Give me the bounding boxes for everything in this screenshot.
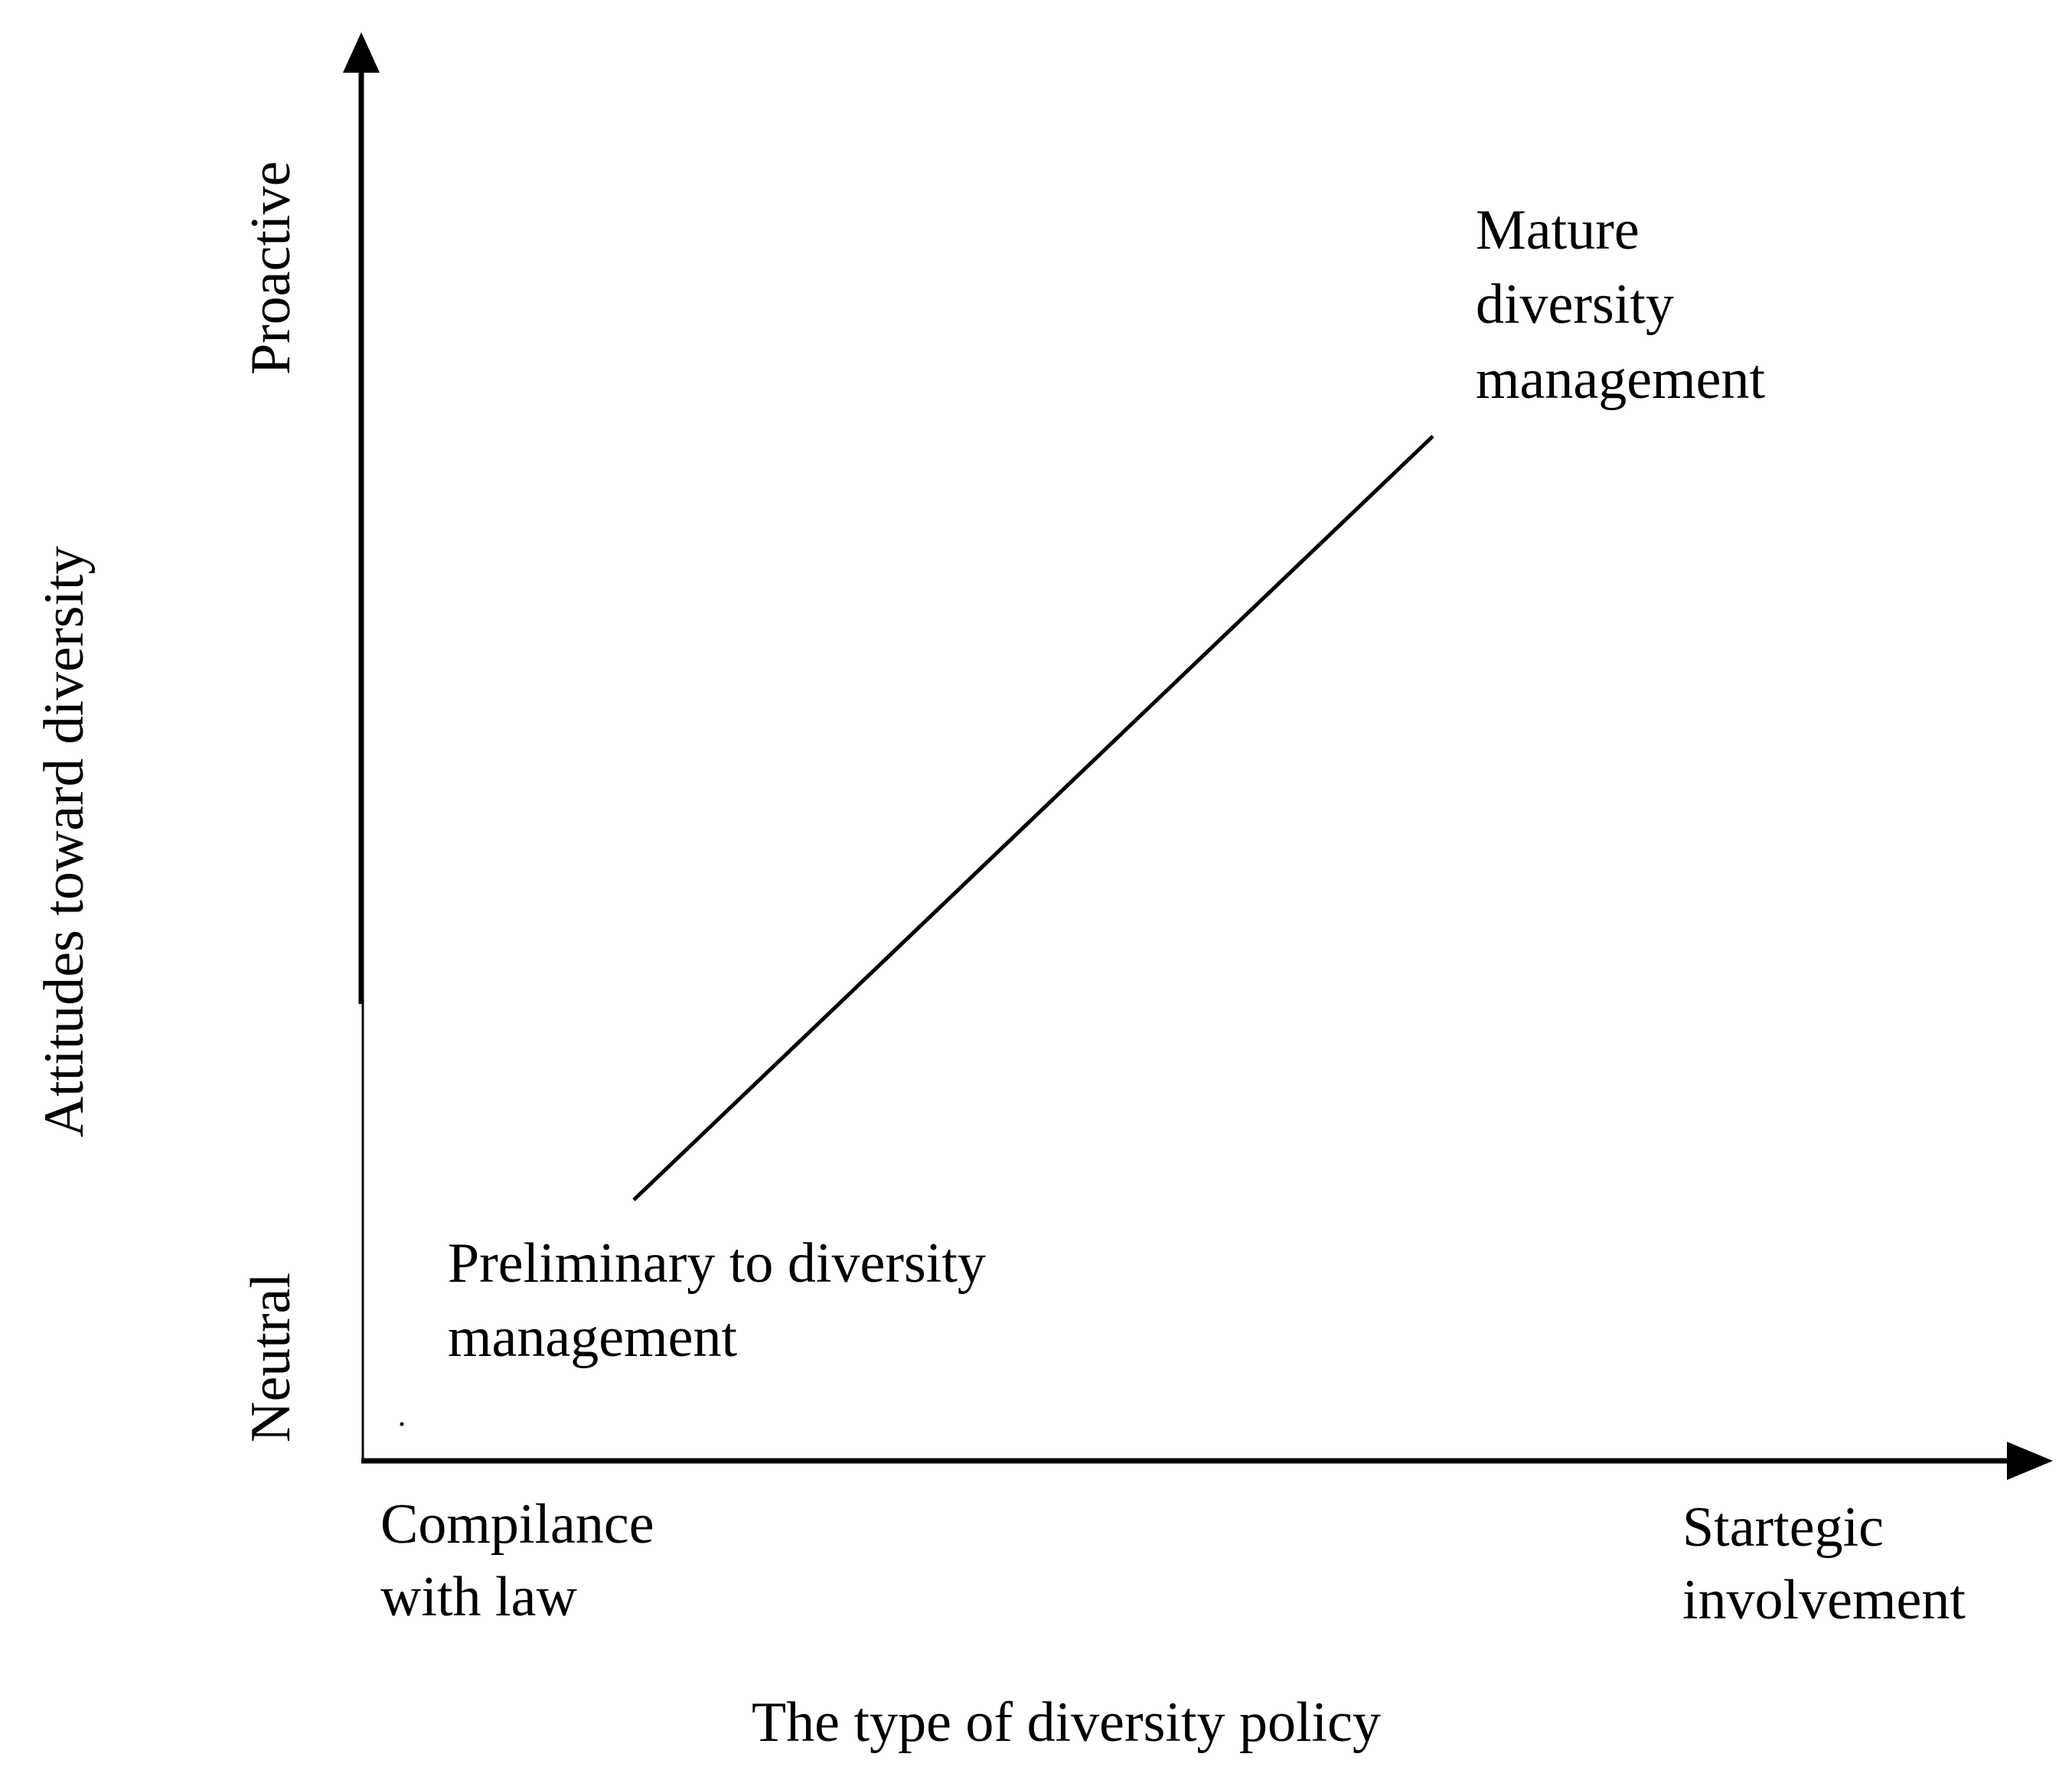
y-axis-low-label: Neutral bbox=[240, 1273, 302, 1442]
start-stage-line-2: management bbox=[448, 1306, 737, 1369]
x-axis-high-line-1: Startegic bbox=[1682, 1496, 1884, 1559]
x-axis-high-line-2: involvement bbox=[1682, 1569, 1966, 1631]
end-stage-line-1: Mature bbox=[1476, 199, 1640, 262]
x-axis-high-label: Startegic involvement bbox=[1682, 1496, 1966, 1631]
y-axis-title: Attitudes toward diversity bbox=[33, 546, 96, 1138]
x-axis-low-line-1: Compilance bbox=[380, 1493, 654, 1556]
end-stage-line-3: management bbox=[1476, 348, 1765, 411]
x-axis-low-line-2: with law bbox=[380, 1566, 577, 1628]
start-stage-label: Preliminary to diversity management bbox=[448, 1232, 1000, 1369]
start-stage-line-1: Preliminary to diversity bbox=[448, 1232, 986, 1295]
y-axis-high-label: Proactive bbox=[240, 161, 302, 375]
y-axis-arrowhead bbox=[343, 32, 380, 73]
end-stage-line-2: diversity bbox=[1476, 273, 1674, 336]
origin-mark bbox=[400, 1422, 404, 1426]
end-stage-label: Mature diversity management bbox=[1476, 199, 1765, 411]
x-axis-low-label: Compilance with law bbox=[380, 1493, 668, 1628]
x-axis-arrowhead bbox=[2007, 1442, 2053, 1480]
progression-line bbox=[632, 435, 1434, 1201]
x-axis-title: The type of diversity policy bbox=[752, 1691, 1381, 1754]
